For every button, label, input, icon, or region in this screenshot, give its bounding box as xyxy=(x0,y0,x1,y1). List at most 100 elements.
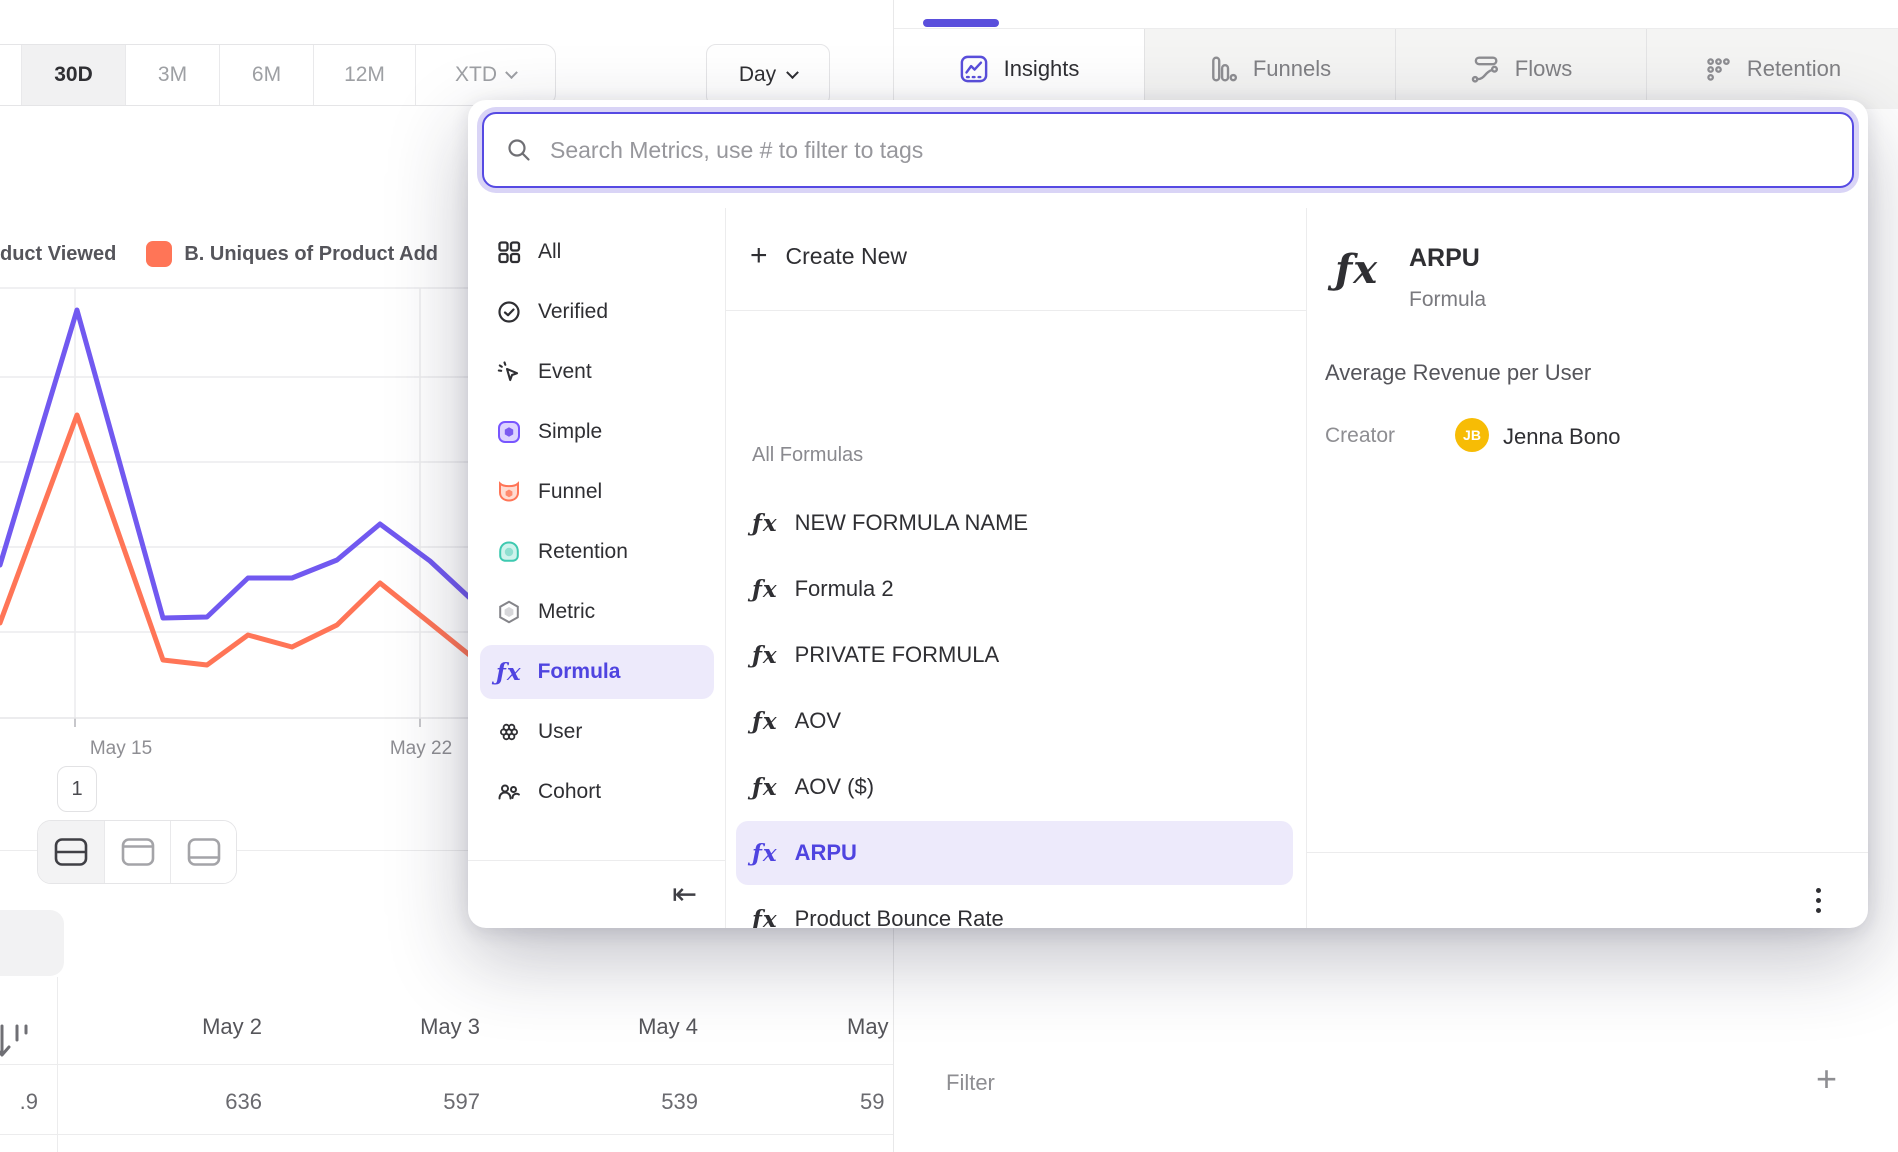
category-label: Event xyxy=(538,360,592,383)
formula-row-aov-dollar[interactable]: ƒx AOV ($) xyxy=(736,755,1293,819)
funnel-metric-icon xyxy=(499,481,519,502)
table-header-may2[interactable]: May 2 xyxy=(202,1014,262,1039)
category-label: Metric xyxy=(538,600,596,623)
top-divider xyxy=(894,28,1898,29)
fx-icon: ƒx xyxy=(752,707,778,735)
chart-legend: duct Viewed B. Uniques of Product Add xyxy=(0,240,438,268)
table-row-divider xyxy=(0,1064,893,1065)
user-cluster-icon xyxy=(499,723,518,741)
formula-row-arpu[interactable]: ƒx ARPU xyxy=(736,821,1293,885)
granularity-dropdown[interactable]: Day xyxy=(706,44,830,106)
date-range-12m[interactable]: 12M xyxy=(313,45,415,105)
cursor-click-icon xyxy=(497,361,519,382)
tab-funnels[interactable]: Funnels xyxy=(1145,29,1396,109)
verified-badge-icon xyxy=(498,301,520,323)
add-filter-button[interactable]: + xyxy=(1816,1058,1838,1099)
legend-item-b[interactable]: B. Uniques of Product Add xyxy=(184,242,439,265)
modal-category-sidebar: All Verified Event xyxy=(468,208,726,928)
formula-label: PRIVATE FORMULA xyxy=(794,642,1000,667)
formula-row-private-formula[interactable]: ƒx PRIVATE FORMULA xyxy=(736,623,1293,687)
layout-table-only-button[interactable] xyxy=(170,821,236,883)
formula-row-product-bounce-rate[interactable]: ƒx Product Bounce Rate xyxy=(736,887,1293,929)
metric-search-input[interactable] xyxy=(550,136,1852,164)
modal-results-column: + Create New All Formulas ƒx NEW FORMULA… xyxy=(726,208,1307,928)
fx-icon: ƒx xyxy=(752,839,778,867)
category-all[interactable]: All xyxy=(480,225,714,279)
metric-picker-modal: All Verified Event xyxy=(468,100,1868,928)
category-metric[interactable]: Metric xyxy=(480,585,714,639)
category-cohort[interactable]: Cohort xyxy=(480,765,714,819)
simple-metric-icon xyxy=(498,421,520,443)
report-tabs: Insights Funnels Flows xyxy=(894,29,1898,109)
table-cell-may4: 539 xyxy=(661,1089,698,1114)
formula-row-formula-2[interactable]: ƒx Formula 2 xyxy=(736,557,1293,621)
funnels-bars-icon xyxy=(1211,56,1237,82)
table-row-divider xyxy=(0,1134,893,1135)
formula-row-new-formula-name[interactable]: ƒx NEW FORMULA NAME xyxy=(736,491,1293,555)
category-label: Verified xyxy=(538,300,609,323)
tab-insights-label: Insights xyxy=(1003,56,1080,81)
date-range-3m[interactable]: 3M xyxy=(125,45,219,105)
series-chip-partial[interactable] xyxy=(0,910,64,976)
metric-search-box xyxy=(482,112,1854,188)
section-divider xyxy=(0,850,893,851)
fx-icon: ƒx xyxy=(496,658,522,686)
grid-icon xyxy=(498,241,521,264)
category-retention[interactable]: Retention xyxy=(480,525,714,579)
detail-type: Formula xyxy=(1409,288,1487,311)
legend-item-a[interactable]: duct Viewed xyxy=(0,242,117,265)
detail-title: ARPU xyxy=(1409,244,1480,272)
table-cell-may-partial: 59 xyxy=(860,1089,885,1114)
table-header-may4[interactable]: May 4 xyxy=(638,1014,698,1039)
xtd-label: XTD xyxy=(455,63,497,86)
tab-funnels-label: Funnels xyxy=(1252,56,1332,81)
retention-metric-icon xyxy=(499,541,519,562)
date-range-6m[interactable]: 6M xyxy=(219,45,313,105)
fx-icon-large: ƒx xyxy=(1335,246,1379,293)
formula-label: AOV xyxy=(794,708,842,733)
category-verified[interactable]: Verified xyxy=(480,285,714,339)
tab-retention[interactable]: Retention xyxy=(1647,29,1898,109)
tab-insights[interactable]: Insights xyxy=(894,29,1145,109)
chevron-down-icon xyxy=(505,65,518,79)
avatar: JB xyxy=(1455,418,1489,452)
date-range-xtd[interactable]: XTD xyxy=(415,45,555,105)
layout-split-button[interactable] xyxy=(38,821,104,883)
category-simple[interactable]: Simple xyxy=(480,405,714,459)
tab-flows[interactable]: Flows xyxy=(1396,29,1647,109)
layout-chart-only-icon xyxy=(121,838,154,866)
layout-split-icon xyxy=(54,838,88,866)
formula-label: AOV ($) xyxy=(794,774,875,799)
collapse-sidebar-button[interactable]: ⇤ xyxy=(672,878,698,911)
hexagon-metric-icon xyxy=(499,600,519,624)
table-header-may-partial[interactable]: May xyxy=(847,1014,889,1039)
formula-label: ARPU xyxy=(794,840,857,865)
date-range-group: 30D 3M 6M 12M XTD xyxy=(0,44,556,106)
date-range-hidden[interactable] xyxy=(0,45,21,105)
table-header-may3[interactable]: May 3 xyxy=(420,1014,480,1039)
category-user[interactable]: User xyxy=(480,705,714,759)
formula-label: Formula 2 xyxy=(794,576,894,601)
create-new-divider xyxy=(726,310,1307,311)
category-funnel[interactable]: Funnel xyxy=(480,465,714,519)
formula-row-aov[interactable]: ƒx AOV xyxy=(736,689,1293,753)
tab-indicator xyxy=(923,19,999,27)
more-options-button[interactable] xyxy=(1816,888,1821,913)
create-new-button[interactable]: + Create New xyxy=(750,234,907,278)
category-event[interactable]: Event xyxy=(480,345,714,399)
category-formula[interactable]: ƒx Formula xyxy=(480,645,714,699)
sort-icon[interactable] xyxy=(0,1020,30,1062)
fx-icon: ƒx xyxy=(752,575,778,603)
cohort-people-icon xyxy=(498,784,520,800)
chart-svg[interactable] xyxy=(0,278,893,730)
granularity-label: Day xyxy=(738,63,777,86)
date-range-30d[interactable]: 30D xyxy=(21,45,125,105)
category-label: Simple xyxy=(538,420,603,443)
formula-label: Product Bounce Rate xyxy=(794,906,1004,928)
fx-icon: ƒx xyxy=(752,773,778,801)
table-cell-may2: 636 xyxy=(225,1089,262,1114)
layout-chart-only-button[interactable] xyxy=(104,821,170,883)
fx-icon: ƒx xyxy=(752,509,778,537)
page-number-chip[interactable]: 1 xyxy=(57,766,97,812)
create-new-label: Create New xyxy=(785,242,907,269)
